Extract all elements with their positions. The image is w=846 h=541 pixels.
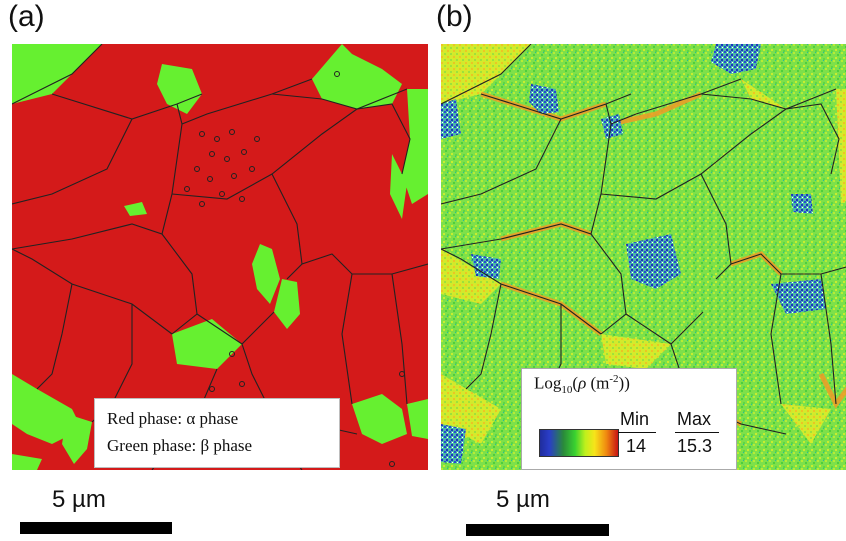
phase-legend-alpha: Red phase: α phase <box>107 409 239 428</box>
phase-legend-beta: Green phase: β phase <box>107 436 253 455</box>
scale-bar-a: 5 µm <box>20 486 180 536</box>
dislocation-density-map <box>441 44 846 470</box>
dislocation-density-image <box>441 44 846 470</box>
density-max-value: 15.3 <box>677 436 713 456</box>
scale-bar-a-line <box>20 522 172 534</box>
scale-bar-b: 5 µm <box>466 486 626 536</box>
phase-legend: Red phase: α phase Green phase: β phase <box>94 398 340 468</box>
panel-label-b: (b) <box>436 0 473 33</box>
density-min-rule <box>618 432 656 433</box>
density-legend: Log10(ρ (m-2)) Min 14 Max 15.3 <box>521 368 737 470</box>
density-min-label: Min <box>620 409 650 429</box>
density-colorbar <box>539 429 619 457</box>
density-max-label: Max <box>677 409 712 429</box>
density-legend-title: Log10(ρ (m-2)) <box>534 373 630 397</box>
panel-label-a: (a) <box>8 0 45 33</box>
density-max-rule <box>675 432 719 433</box>
scale-bar-b-line <box>466 524 609 536</box>
scale-bar-b-label: 5 µm <box>496 486 550 513</box>
density-min-value: 14 <box>626 436 647 456</box>
scale-bar-a-label: 5 µm <box>52 486 106 513</box>
